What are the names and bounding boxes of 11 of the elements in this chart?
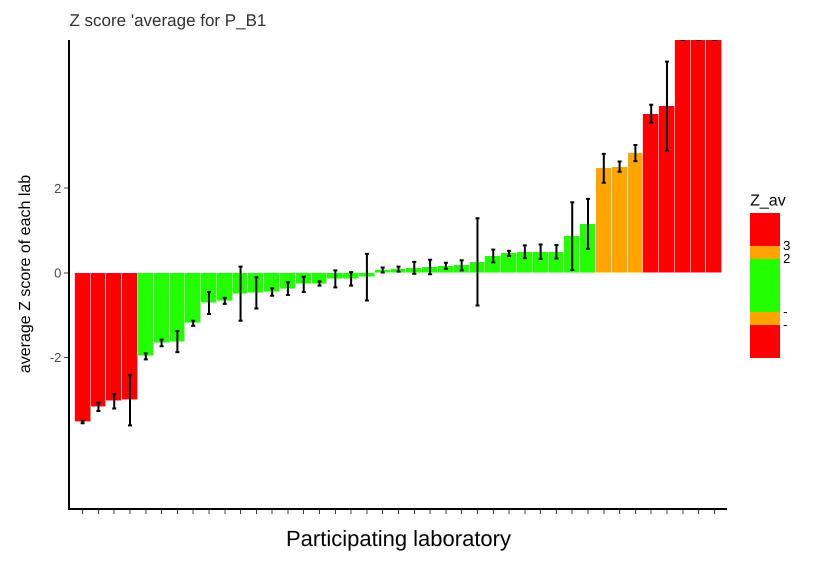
y-tick-label: 2 [54, 180, 62, 196]
y-tick-label: -2 [50, 350, 62, 366]
color-bar-label: 2 [783, 251, 790, 266]
y-axis-title: average Z score of each lab [17, 174, 34, 374]
color-bar-label: - [783, 304, 788, 319]
color-bar-label: - [783, 317, 788, 332]
chart-title: Z score 'average for P_B1 [69, 11, 266, 30]
color-bar-title: Z_av [750, 192, 786, 210]
color-bar-label: 3 [783, 238, 790, 253]
x-axis-title: Participating laboratory [286, 526, 512, 551]
y-tick-label: 0 [54, 265, 62, 280]
